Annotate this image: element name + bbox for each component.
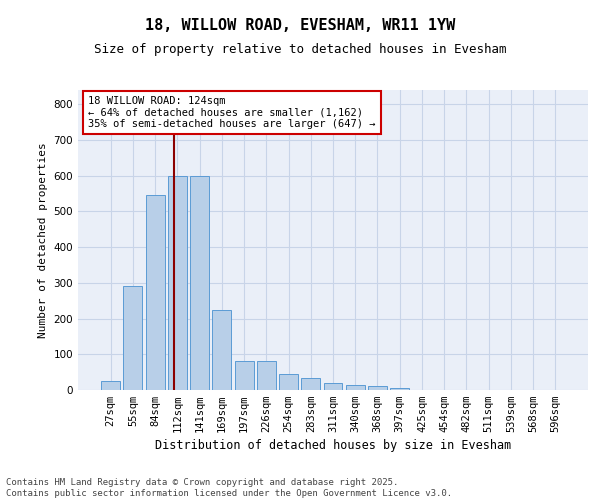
Bar: [346, 384, 365, 390]
Bar: [279, 374, 298, 390]
Bar: [257, 362, 276, 390]
Bar: [235, 362, 254, 390]
Bar: [168, 176, 187, 390]
Bar: [101, 381, 120, 390]
Y-axis label: Number of detached properties: Number of detached properties: [38, 142, 48, 338]
Text: 18, WILLOW ROAD, EVESHAM, WR11 1YW: 18, WILLOW ROAD, EVESHAM, WR11 1YW: [145, 18, 455, 32]
Text: Size of property relative to detached houses in Evesham: Size of property relative to detached ho…: [94, 42, 506, 56]
Bar: [124, 286, 142, 390]
Bar: [212, 310, 231, 390]
Text: Contains HM Land Registry data © Crown copyright and database right 2025.
Contai: Contains HM Land Registry data © Crown c…: [6, 478, 452, 498]
X-axis label: Distribution of detached houses by size in Evesham: Distribution of detached houses by size …: [155, 440, 511, 452]
Bar: [146, 196, 164, 390]
Bar: [301, 378, 320, 390]
Bar: [323, 383, 343, 390]
Bar: [390, 388, 409, 390]
Bar: [190, 176, 209, 390]
Bar: [368, 386, 387, 390]
Text: 18 WILLOW ROAD: 124sqm
← 64% of detached houses are smaller (1,162)
35% of semi-: 18 WILLOW ROAD: 124sqm ← 64% of detached…: [88, 96, 376, 129]
